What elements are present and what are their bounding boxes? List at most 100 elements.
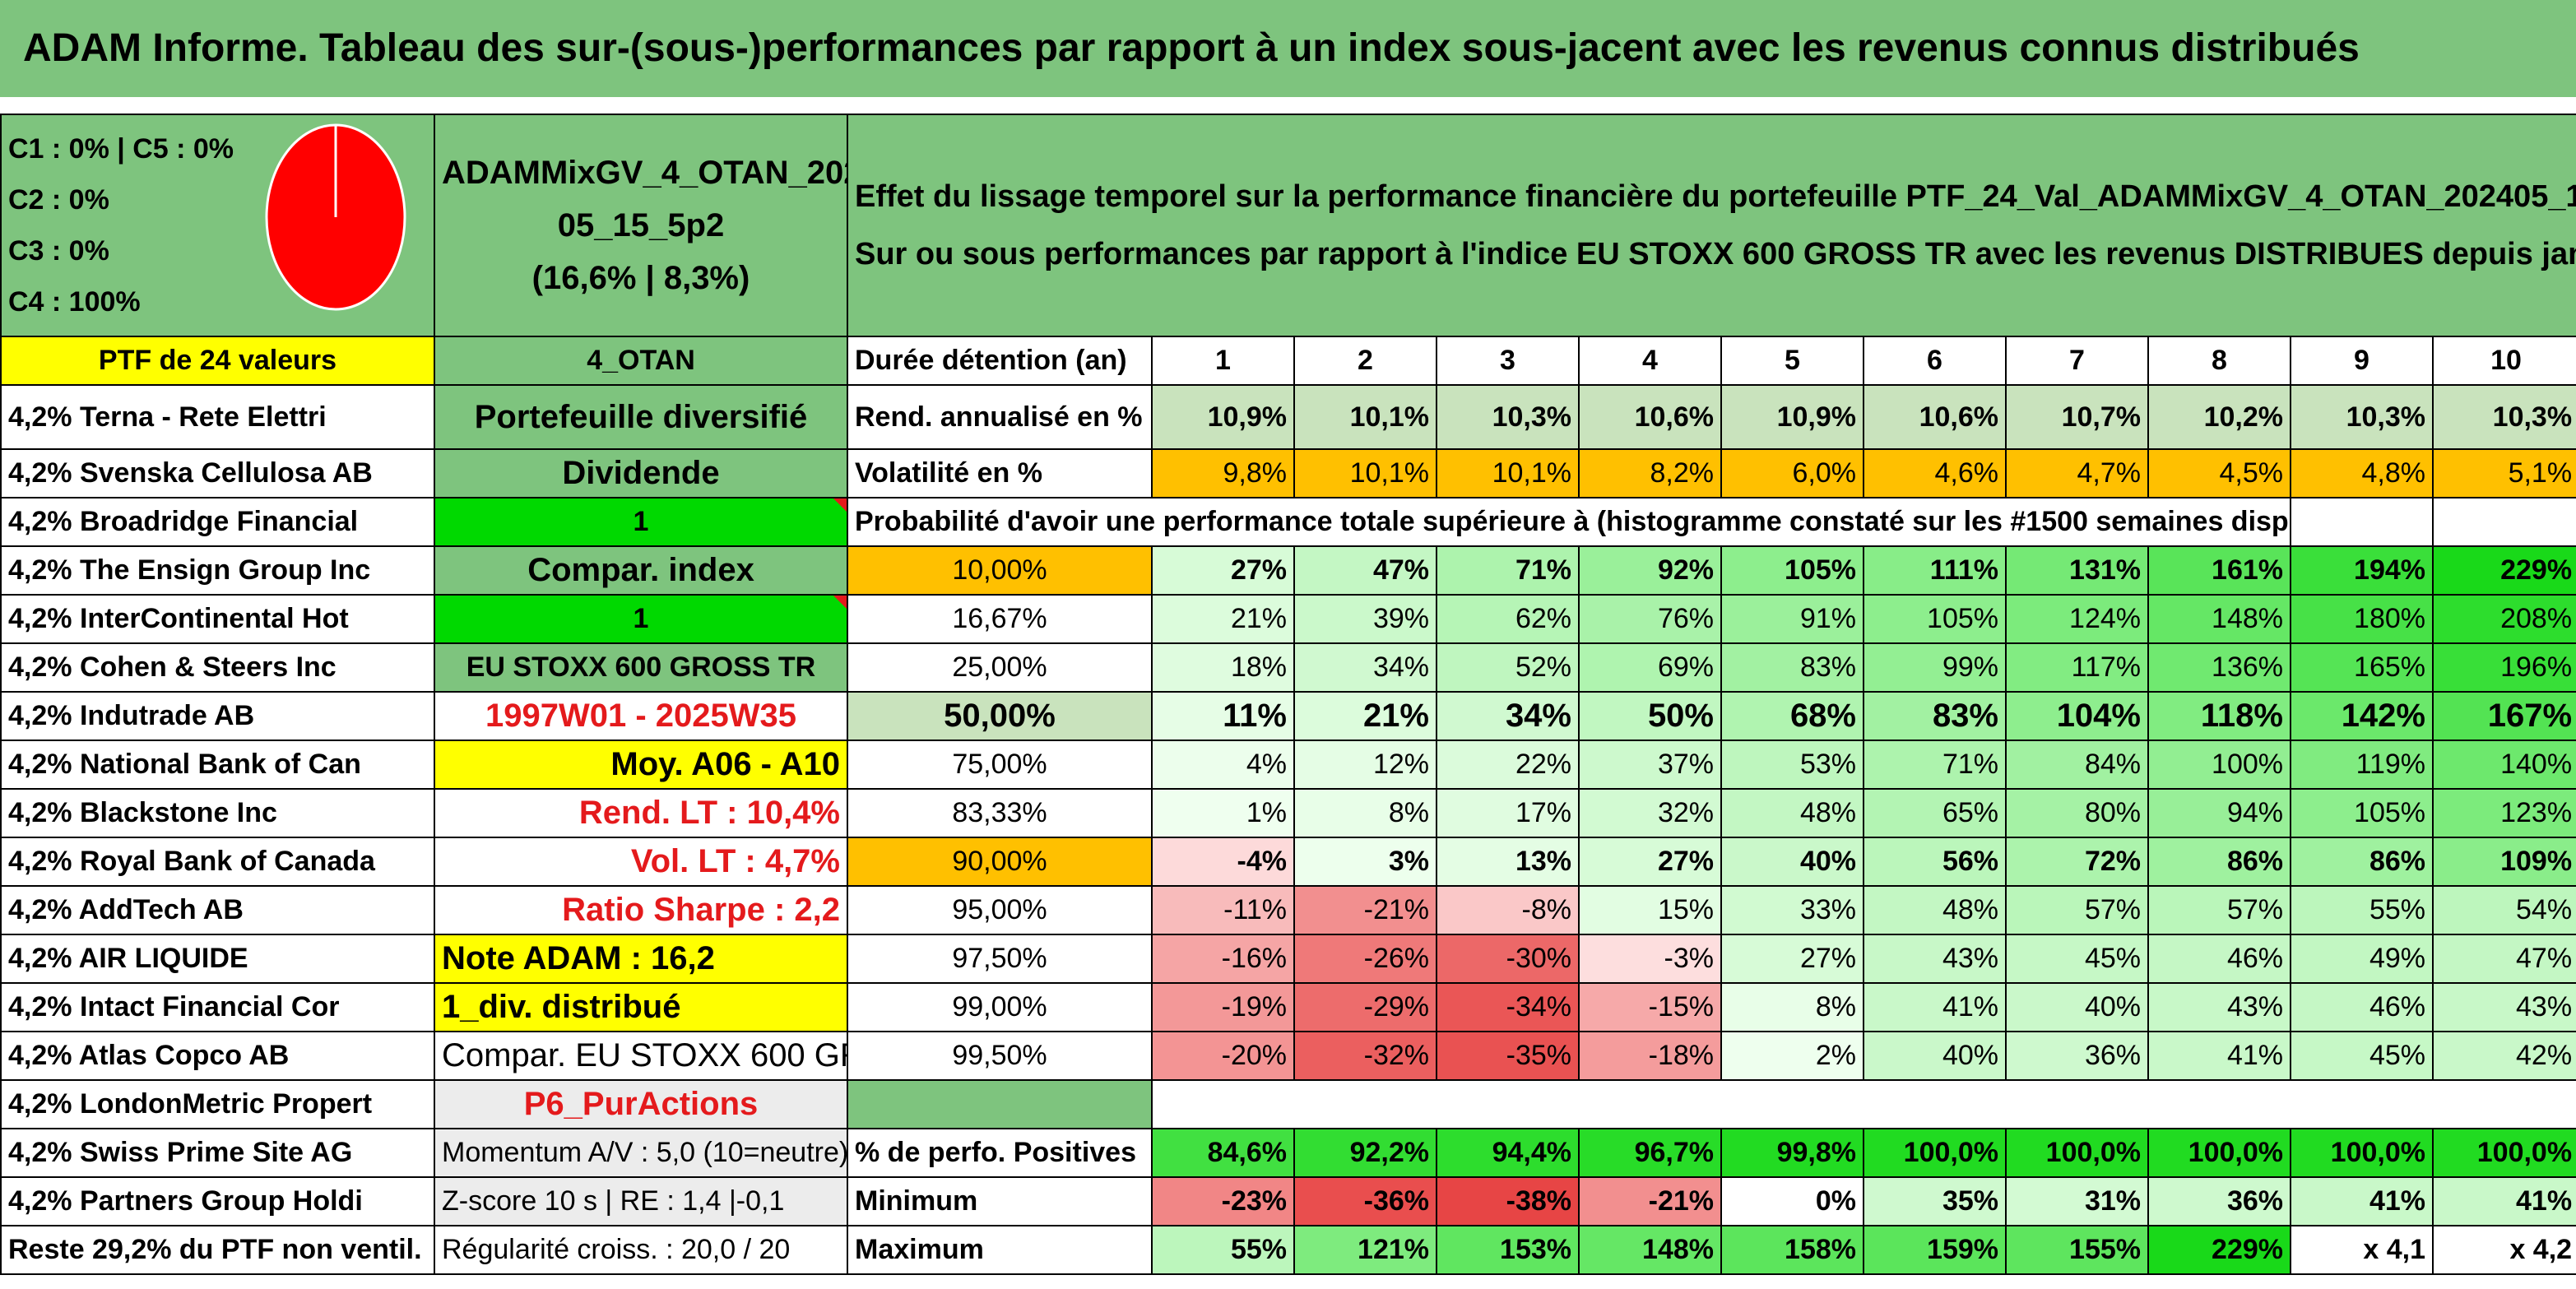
prob-threshold: 90,00% <box>847 837 1153 887</box>
holding-row: 4,2% Broadridge Financial <box>0 497 435 547</box>
holding-row: 4,2% Royal Bank of Canada <box>0 837 435 887</box>
prob-threshold: 99,50% <box>847 1031 1153 1081</box>
pos-value: 100,0% <box>2431 1128 2576 1178</box>
allocation-line3: C3 : 0% <box>8 235 109 267</box>
prob-value: 83% <box>1863 691 2007 741</box>
pos-value: 92,2% <box>1293 1128 1437 1178</box>
prob-value: 47% <box>1293 545 1437 596</box>
prob-value: 37% <box>1578 740 1722 790</box>
prob-value: 34% <box>1436 691 1580 741</box>
prob-value: -15% <box>1578 982 1722 1032</box>
prob-value: 105% <box>2290 788 2434 838</box>
prob-value: 52% <box>1436 642 1580 693</box>
holding-row: 4,2% Blackstone Inc <box>0 788 435 838</box>
holding-row: 4,2% Cohen & Steers Inc <box>0 642 435 693</box>
prob-value: 208% <box>2431 594 2576 644</box>
info-cell: P6_PurActions <box>434 1079 848 1129</box>
vol-value: 6,0% <box>1720 448 1864 498</box>
prob-value: 2% <box>1720 1031 1864 1081</box>
prob-value: -16% <box>1151 934 1295 984</box>
year-header: 7 <box>2005 336 2149 386</box>
prob-value: 43% <box>2431 982 2576 1032</box>
info-cell: Ratio Sharpe : 2,2 <box>434 885 848 935</box>
min-value: -38% <box>1436 1176 1580 1226</box>
info-cell: 4_OTAN <box>434 336 848 386</box>
min-value: -21% <box>1578 1176 1722 1226</box>
rend-value: 10,3% <box>2431 384 2576 450</box>
prob-value: 41% <box>2147 1031 2291 1081</box>
prob-value: 55% <box>2290 885 2434 935</box>
year-header: 5 <box>1720 336 1864 386</box>
max-value: 148% <box>1578 1225 1722 1275</box>
empty-cell <box>2290 497 2434 547</box>
max-value: 153% <box>1436 1225 1580 1275</box>
prob-value: 123% <box>2431 788 2576 838</box>
prob-value: 27% <box>1720 934 1864 984</box>
info-cell: Régularité croiss. : 20,0 / 20 <box>434 1225 848 1275</box>
prob-value: 41% <box>1863 982 2007 1032</box>
min-value: -36% <box>1293 1176 1437 1226</box>
prob-value: 27% <box>1151 545 1295 596</box>
prob-value: 21% <box>1293 691 1437 741</box>
portfolio-name-line2: 05_15_5p2 <box>557 207 725 243</box>
pos-value: 100,0% <box>2147 1128 2291 1178</box>
min-value: 0% <box>1720 1176 1864 1226</box>
prob-value: 40% <box>2005 982 2149 1032</box>
vol-value: 4,8% <box>2290 448 2434 498</box>
prob-value: 1% <box>1151 788 1295 838</box>
info-cell: Note ADAM : 16,2 <box>434 934 848 984</box>
prob-value: 34% <box>1293 642 1437 693</box>
prob-value: 43% <box>1863 934 2007 984</box>
info-cell: Compar. EU STOXX 600 GROSS TR <box>434 1031 848 1081</box>
max-label: Maximum <box>847 1225 1153 1275</box>
rend-value: 10,7% <box>2005 384 2149 450</box>
max-value: 155% <box>2005 1225 2149 1275</box>
pos-value: 99,8% <box>1720 1128 1864 1178</box>
prob-value: 117% <box>2005 642 2149 693</box>
years-label: Durée détention (an) <box>847 336 1153 386</box>
year-header: 10 <box>2431 336 2576 386</box>
prob-threshold: 95,00% <box>847 885 1153 935</box>
portfolio-name-line3: (16,6% | 8,3%) <box>531 260 750 296</box>
prob-value: 142% <box>2290 691 2434 741</box>
vol-value: 10,1% <box>1436 448 1580 498</box>
description-panel: Effet du lissage temporel sur la perform… <box>846 114 2576 337</box>
allocation-line2: C2 : 0% <box>8 184 109 216</box>
rend-value: 10,3% <box>1436 384 1580 450</box>
prob-threshold: 97,50% <box>847 934 1153 984</box>
portfolio-desc-line1: Effet du lissage temporel sur la perform… <box>855 179 2576 214</box>
prob-value: 94% <box>2147 788 2291 838</box>
min-value: 41% <box>2431 1176 2576 1226</box>
info-cell: 1_div. distribué <box>434 982 848 1032</box>
prob-value: 15% <box>1578 885 1722 935</box>
info-cell: Rend. LT : 10,4% <box>434 788 848 838</box>
prob-value: 21% <box>1151 594 1295 644</box>
max-value: 158% <box>1720 1225 1864 1275</box>
prob-value: 104% <box>2005 691 2149 741</box>
max-value: x 4,2 <box>2431 1225 2576 1275</box>
prob-value: -34% <box>1436 982 1580 1032</box>
holding-row: 4,2% Swiss Prime Site AG <box>0 1128 435 1178</box>
prob-value: 40% <box>1720 837 1864 887</box>
prob-threshold: 99,00% <box>847 982 1153 1032</box>
prob-value: 69% <box>1578 642 1722 693</box>
prob-value: 161% <box>2147 545 2291 596</box>
year-header: 9 <box>2290 336 2434 386</box>
info-cell: Dividende <box>434 448 848 498</box>
prob-value: 48% <box>1863 885 2007 935</box>
prob-value: 76% <box>1578 594 1722 644</box>
max-value: 229% <box>2147 1225 2291 1275</box>
prob-value: 65% <box>1863 788 2007 838</box>
info-cell: Z-score 10 s | RE : 1,4 |-0,1 <box>434 1176 848 1226</box>
prob-value: -11% <box>1151 885 1295 935</box>
portfolio-desc-line2: Sur ou sous performances par rapport à l… <box>855 237 2576 271</box>
holding-row: 4,2% Indutrade AB <box>0 691 435 741</box>
year-header: 1 <box>1151 336 1295 386</box>
min-value: 31% <box>2005 1176 2149 1226</box>
allocation-panel: C1 : 0% | C5 : 0% C2 : 0% C3 : 0% C4 : 100% <box>0 114 435 337</box>
prob-value: 18% <box>1151 642 1295 693</box>
vol-value: 10,1% <box>1293 448 1437 498</box>
pos-label: % de perfo. Positives <box>847 1128 1153 1178</box>
empty-cell <box>847 1079 1153 1129</box>
